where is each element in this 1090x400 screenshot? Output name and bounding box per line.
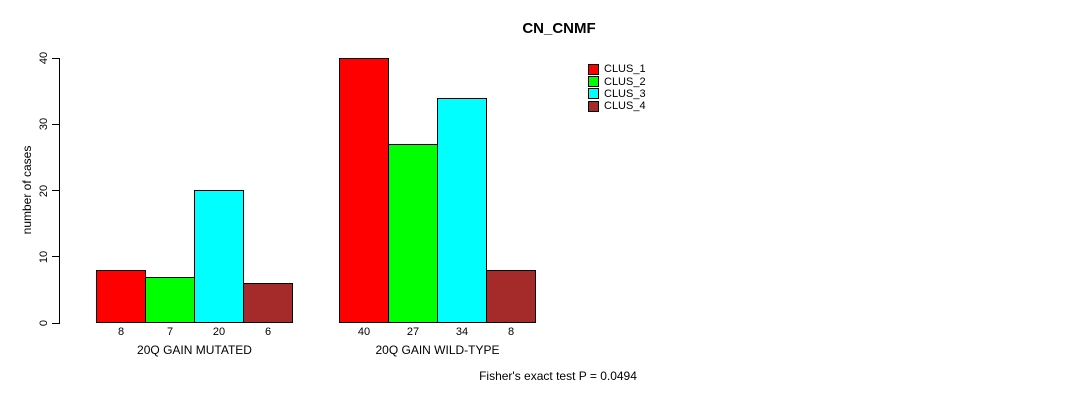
legend-label: CLUS_1: [604, 63, 646, 76]
legend-swatch: [588, 100, 599, 112]
legend-swatch: [588, 76, 599, 88]
legend-swatch: [588, 88, 599, 100]
group-label: 20Q GAIN MUTATED: [137, 343, 252, 357]
y-tick-label: 20: [38, 184, 50, 197]
legend: CLUS_1 CLUS_2 CLUS_3 CLUS_4: [588, 63, 646, 113]
y-tick-label: 0: [38, 319, 50, 327]
bar-clus_3: [194, 190, 244, 323]
y-tick-label: 10: [38, 250, 50, 263]
bar-value-label: 8: [507, 326, 515, 338]
legend-label: CLUS_4: [604, 100, 646, 113]
bar-clus_2: [145, 277, 195, 323]
bar-clus_2: [388, 144, 438, 323]
y-tick: [52, 256, 59, 258]
y-tick: [52, 57, 59, 59]
y-tick-label: 40: [38, 51, 50, 65]
bar-value-label: 7: [166, 326, 174, 338]
group-label: 20Q GAIN WILD-TYPE: [375, 343, 500, 357]
bar-value-label: 40: [357, 326, 371, 338]
chart-title: CN_CNMF: [522, 20, 596, 37]
legend-label: CLUS_3: [604, 87, 646, 100]
y-axis-title: number of cases: [20, 145, 34, 235]
y-tick: [52, 322, 59, 324]
annotation-text: Fisher's exact test P = 0.0494: [479, 369, 637, 383]
bar-value-label: 20: [212, 326, 226, 338]
bar-clus_3: [437, 98, 487, 323]
bar-value-label: 27: [406, 326, 420, 338]
y-tick-label: 30: [38, 118, 50, 131]
legend-label: CLUS_2: [604, 75, 646, 88]
bar-clus_1: [339, 58, 389, 323]
bar-value-label: 6: [264, 326, 272, 338]
legend-item: CLUS_2: [588, 75, 646, 88]
legend-swatch: [588, 63, 599, 75]
bar-clus_4: [486, 270, 536, 323]
legend-item: CLUS_4: [588, 100, 646, 112]
y-tick: [52, 123, 59, 125]
y-tick: [52, 190, 59, 191]
legend-item: CLUS_3: [588, 88, 646, 100]
bar-clus_1: [96, 270, 146, 323]
bar-clus_4: [243, 283, 293, 323]
bar-value-label: 8: [117, 326, 125, 338]
bar-value-label: 34: [455, 326, 469, 338]
y-axis-line: [59, 58, 60, 324]
legend-item: CLUS_1: [588, 63, 646, 75]
